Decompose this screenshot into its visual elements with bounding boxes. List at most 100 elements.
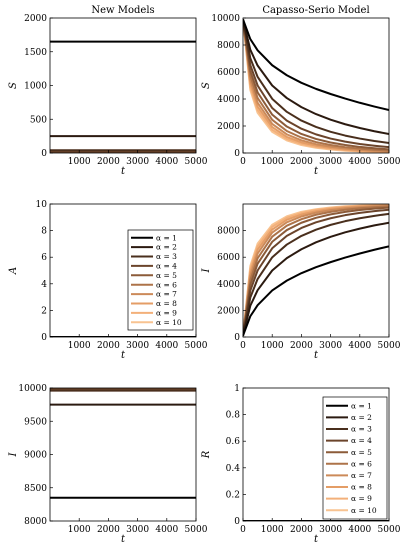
y-tick-label: 8 xyxy=(41,227,47,237)
plot-frame xyxy=(242,17,390,154)
x-axis-label: t xyxy=(121,166,126,177)
x-tick-label: 2000 xyxy=(97,157,120,167)
x-tick-label: 4000 xyxy=(348,157,371,167)
x-tick-label: 0 xyxy=(240,525,246,535)
x-tick-label: 2000 xyxy=(290,341,313,351)
x-tick-label: 1000 xyxy=(261,157,284,167)
chart-panel-4: 0 1000 2000 3000 4000 5000 0 2000 4000 6000 8000 t I xyxy=(201,203,401,361)
y-tick-label: 0 xyxy=(234,149,240,159)
y-tick-label: 9000 xyxy=(24,451,47,461)
y-tick-label: 0.6 xyxy=(226,437,241,447)
y-tick-label: 2 xyxy=(41,306,47,316)
x-tick-label: 5000 xyxy=(378,525,401,535)
x-tick-label: 4000 xyxy=(155,525,178,535)
y-tick-label: 0 xyxy=(234,333,240,343)
series-line-alpha-2 xyxy=(243,221,389,336)
x-tick-label: 1000 xyxy=(68,341,91,351)
legend-label-alpha-8: α = 8 xyxy=(156,299,177,308)
series-group xyxy=(243,204,389,337)
series-line-alpha-2 xyxy=(243,19,389,135)
x-tick-label: 4000 xyxy=(155,157,178,167)
y-tick-label: 1 xyxy=(234,384,240,394)
series-group xyxy=(50,40,196,153)
legend-label-alpha-6: α = 6 xyxy=(156,280,177,289)
y-tick-label: 9500 xyxy=(24,417,47,427)
y-tick-label: 0.8 xyxy=(226,411,241,421)
plot-frame xyxy=(49,387,197,522)
series-line-alpha-5 xyxy=(243,206,389,336)
legend-label-alpha-4: α = 4 xyxy=(351,436,372,445)
series-line-alpha-7 xyxy=(243,19,389,153)
y-tick-label: 8500 xyxy=(24,484,47,494)
plot-frame xyxy=(242,387,390,522)
x-tick-label: 5000 xyxy=(378,157,401,167)
y-tick-label: 0 xyxy=(41,149,47,159)
y-tick-label: 10000 xyxy=(211,14,240,24)
series-line-alpha-3 xyxy=(243,212,389,336)
x-tick-label: 0 xyxy=(240,157,246,167)
y-tick-label: 0 xyxy=(41,333,47,343)
y-tick-label: 0.2 xyxy=(226,490,240,500)
x-tick-label: 1000 xyxy=(68,157,91,167)
series-line-alpha-9 xyxy=(243,204,389,336)
x-tick-label: 2000 xyxy=(97,341,120,351)
series-line-alpha-1 xyxy=(243,245,389,337)
series-line-alpha-4 xyxy=(243,208,389,336)
y-tick-label: 500 xyxy=(30,115,47,125)
legend-label-alpha-9: α = 9 xyxy=(156,309,177,318)
x-tick-label: 0 xyxy=(240,341,246,351)
legend-label-alpha-7: α = 7 xyxy=(351,471,372,480)
y-tick-label: 2000 xyxy=(217,306,240,316)
x-tick-label: 3000 xyxy=(126,525,149,535)
legend-label-alpha-7: α = 7 xyxy=(156,290,177,299)
series-line-alpha-7 xyxy=(243,204,389,336)
x-tick-label: 3000 xyxy=(319,525,342,535)
legend-label-alpha-6: α = 6 xyxy=(351,459,372,468)
y-axis-label: R xyxy=(201,450,212,459)
x-tick-label: 4000 xyxy=(348,525,371,535)
x-tick-label: 3000 xyxy=(319,341,342,351)
y-tick-label: 1000 xyxy=(24,82,47,92)
y-tick-label: 0 xyxy=(234,517,240,527)
y-tick-label: 10 xyxy=(36,200,48,210)
y-axis-label: S xyxy=(201,82,212,89)
legend-label-alpha-3: α = 3 xyxy=(156,252,177,261)
x-tick-label: 5000 xyxy=(185,525,208,535)
series-line-alpha-9 xyxy=(243,19,389,153)
x-axis-label: t xyxy=(314,534,319,545)
series-line-alpha-1 xyxy=(243,19,389,112)
legend-label-alpha-10: α = 10 xyxy=(351,506,377,515)
y-tick-label: 10000 xyxy=(18,384,47,394)
chart-panel-6: 0 1000 2000 3000 4000 5000 0 0.2 0.4 0.6 0.8 1 t Rα =… xyxy=(201,384,401,545)
x-tick-label: 2000 xyxy=(97,525,120,535)
y-tick-label: 2000 xyxy=(24,14,47,24)
series-line-alpha-5 xyxy=(243,19,389,151)
legend-label-alpha-1: α = 1 xyxy=(351,401,372,410)
series-line-alpha-3 xyxy=(243,19,389,145)
series-group xyxy=(50,388,196,499)
legend-label-alpha-10: α = 10 xyxy=(156,318,182,327)
x-tick-label: 4000 xyxy=(155,341,178,351)
x-axis-label: t xyxy=(121,534,126,545)
legend: α = 1α = 2α = 3α = 4α = 5α = 6α = 7α = 8… xyxy=(127,229,194,331)
x-axis-label: t xyxy=(121,350,126,361)
y-tick-label: 6000 xyxy=(217,68,240,78)
y-tick-label: 8000 xyxy=(217,227,240,237)
legend-label-alpha-5: α = 5 xyxy=(351,448,372,457)
x-tick-label: 2000 xyxy=(290,525,313,535)
chart-title: Capasso-Serio Model xyxy=(262,5,369,16)
chart-title: New Models xyxy=(91,5,154,16)
y-tick-label: 0.4 xyxy=(226,464,241,474)
x-tick-label: 1000 xyxy=(261,341,284,351)
series-line-alpha-6 xyxy=(243,205,389,336)
y-axis-label: I xyxy=(8,451,19,457)
x-axis-label: t xyxy=(314,350,319,361)
series-line-alpha-4 xyxy=(243,19,389,149)
x-tick-label: 5000 xyxy=(185,157,208,167)
y-tick-label: 1500 xyxy=(24,48,47,58)
y-tick-label: 4 xyxy=(41,280,47,290)
series-line-alpha-8 xyxy=(243,204,389,336)
x-tick-label: 3000 xyxy=(126,341,149,351)
